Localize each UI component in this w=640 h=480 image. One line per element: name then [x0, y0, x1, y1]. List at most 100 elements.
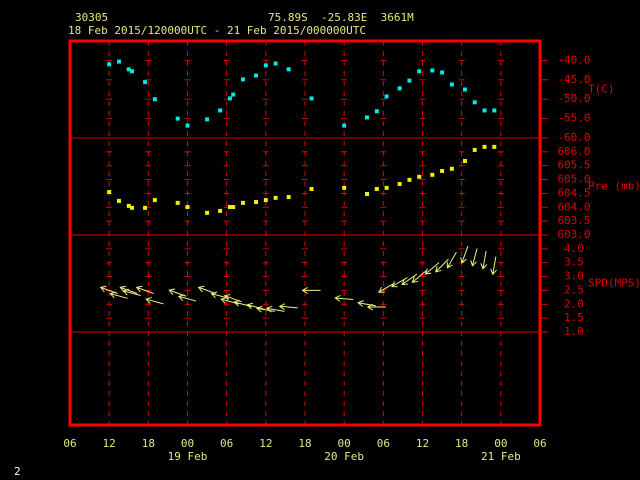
data-point: [440, 70, 445, 75]
data-point: [231, 92, 236, 97]
data-point: [107, 190, 112, 195]
data-point: [342, 185, 347, 190]
y-tick-label: 605.5: [557, 159, 590, 172]
y-tick-label: 603.5: [557, 214, 590, 227]
data-point: [365, 115, 370, 120]
day-label: 20 Feb: [324, 450, 364, 463]
data-point: [263, 198, 268, 203]
data-point: [130, 205, 135, 210]
data-point: [430, 68, 435, 73]
wind-arrow: [177, 294, 197, 302]
data-point: [449, 82, 454, 87]
y-tick-label: 2.5: [564, 283, 584, 296]
data-point: [482, 144, 487, 149]
data-point: [309, 96, 314, 101]
data-point: [107, 62, 112, 67]
data-point: [143, 80, 148, 85]
data-point: [116, 198, 121, 203]
wind-arrow: [278, 303, 298, 311]
data-point: [365, 191, 370, 196]
wind-arrow: [490, 256, 497, 276]
wind-arrow: [135, 285, 154, 294]
y-tick-label: 4.0: [564, 242, 584, 255]
y-tick-label: 606.0: [557, 145, 590, 158]
data-point: [273, 195, 278, 200]
x-tick-label: 12: [416, 437, 429, 450]
x-tick-label: 06: [63, 437, 76, 450]
data-point: [254, 73, 259, 78]
axis-label: T(C): [588, 83, 615, 96]
station-location: 75.89S -25.83E 3661M: [268, 11, 414, 24]
station-id: 30305: [75, 11, 108, 24]
wind-arrow: [377, 282, 395, 293]
y-tick-label: 2.0: [564, 297, 584, 310]
wind-arrow: [265, 305, 285, 313]
data-point: [440, 168, 445, 173]
data-point: [384, 94, 389, 99]
y-tick-label: 604.0: [557, 200, 590, 213]
y-tick-label: 604.5: [557, 186, 590, 199]
data-point: [218, 108, 223, 113]
wind-arrow: [122, 288, 141, 297]
data-point: [185, 205, 190, 210]
data-point: [227, 205, 232, 210]
data-point: [286, 195, 291, 200]
wind-arrow: [435, 258, 449, 273]
data-point: [342, 123, 347, 128]
wind-arrow: [119, 285, 138, 294]
y-tick-label: 3.5: [564, 256, 584, 269]
y-tick-label: -50.0: [557, 92, 590, 105]
data-point: [175, 116, 180, 121]
data-point: [205, 210, 210, 215]
wind-arrow: [470, 248, 478, 267]
x-tick-label: 00: [494, 437, 507, 450]
y-tick-label: -45.0: [557, 73, 590, 86]
time-period: 18 Feb 2015/120000UTC - 21 Feb 2015/0000…: [68, 24, 366, 37]
wind-arrow: [357, 300, 376, 307]
y-tick-label: -40.0: [557, 53, 590, 66]
wind-arrow: [446, 251, 457, 269]
data-point: [407, 177, 412, 182]
data-point: [152, 97, 157, 102]
data-point: [472, 100, 477, 105]
x-tick-label: 06: [220, 437, 233, 450]
data-point: [374, 109, 379, 114]
wind-arrow: [391, 277, 408, 288]
wind-arrow: [424, 262, 440, 275]
wind-arrow: [366, 303, 386, 311]
day-label: 21 Feb: [481, 450, 521, 463]
x-tick-label: 18: [142, 437, 155, 450]
day-label: 19 Feb: [168, 450, 208, 463]
data-point: [227, 96, 232, 101]
x-tick-label: 18: [455, 437, 468, 450]
data-point: [130, 69, 135, 74]
data-point: [472, 147, 477, 152]
y-tick-label: -55.0: [557, 112, 590, 125]
wind-arrow: [197, 285, 216, 294]
data-point: [286, 67, 291, 72]
data-point: [309, 186, 314, 191]
x-tick-label: 06: [533, 437, 546, 450]
wind-arrow: [256, 305, 275, 313]
data-point: [205, 117, 210, 122]
data-point: [462, 87, 467, 92]
data-point: [492, 108, 497, 113]
data-point: [231, 205, 236, 210]
wind-arrow: [246, 302, 265, 310]
data-point: [254, 200, 259, 205]
wind-arrow: [401, 273, 418, 286]
data-point: [273, 61, 278, 66]
data-point: [143, 205, 148, 210]
y-tick-label: 603.0: [557, 228, 590, 241]
data-point: [449, 166, 454, 171]
data-point: [126, 203, 131, 208]
wind-arrow: [411, 270, 427, 283]
y-tick-label: 1.5: [564, 311, 584, 324]
data-point: [218, 208, 223, 213]
data-point: [397, 86, 402, 91]
y-tick-label: 605.0: [557, 173, 590, 186]
data-point: [263, 63, 268, 68]
wind-arrow: [460, 245, 469, 264]
page-number: 2: [14, 465, 21, 478]
